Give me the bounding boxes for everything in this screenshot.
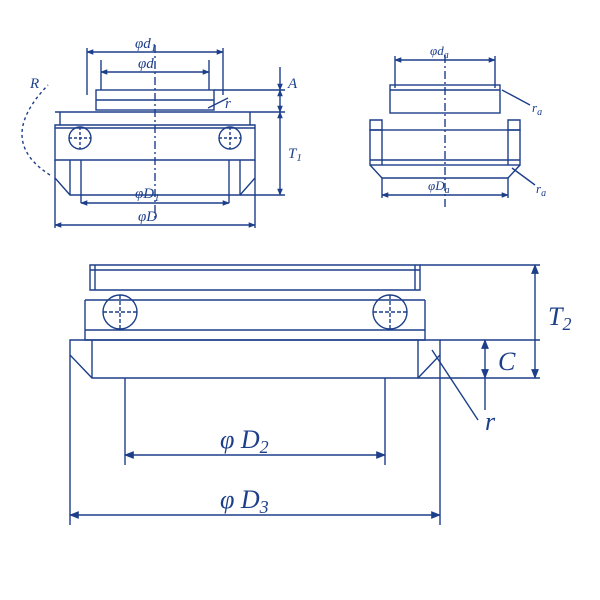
label-T2: T2 [548, 302, 571, 334]
label-phi-D2: φ D2 [220, 425, 269, 457]
top-right-labels: φda ra ra φDa [428, 43, 546, 199]
label-phi-D: φD [138, 209, 157, 225]
technical-drawing: R φd1 φd r A T1 φD1 φD φda ra ra φDa [0, 0, 600, 600]
label-phi-d1: φd1 [135, 36, 156, 54]
label-ra-1: ra [532, 100, 542, 118]
label-phi-da: φda [430, 43, 449, 61]
label-phi-D3: φ D3 [220, 485, 269, 517]
label-phi-Da: φDa [428, 178, 450, 196]
label-R: R [29, 76, 39, 92]
label-r-small: r [225, 96, 231, 112]
label-phi-d: φd [138, 56, 154, 72]
label-phi-D1: φD1 [135, 186, 160, 204]
label-r-big: r [485, 407, 496, 436]
top-right-view [370, 55, 535, 210]
bottom-labels: T2 C r φ D2 φ D3 [220, 302, 571, 517]
top-left-labels: R φd1 φd r A T1 φD1 φD [29, 36, 302, 225]
label-ra-2: ra [536, 181, 546, 199]
bottom-view [70, 265, 540, 525]
label-A: A [287, 76, 298, 92]
label-T1: T1 [288, 146, 302, 164]
label-C: C [498, 347, 516, 376]
